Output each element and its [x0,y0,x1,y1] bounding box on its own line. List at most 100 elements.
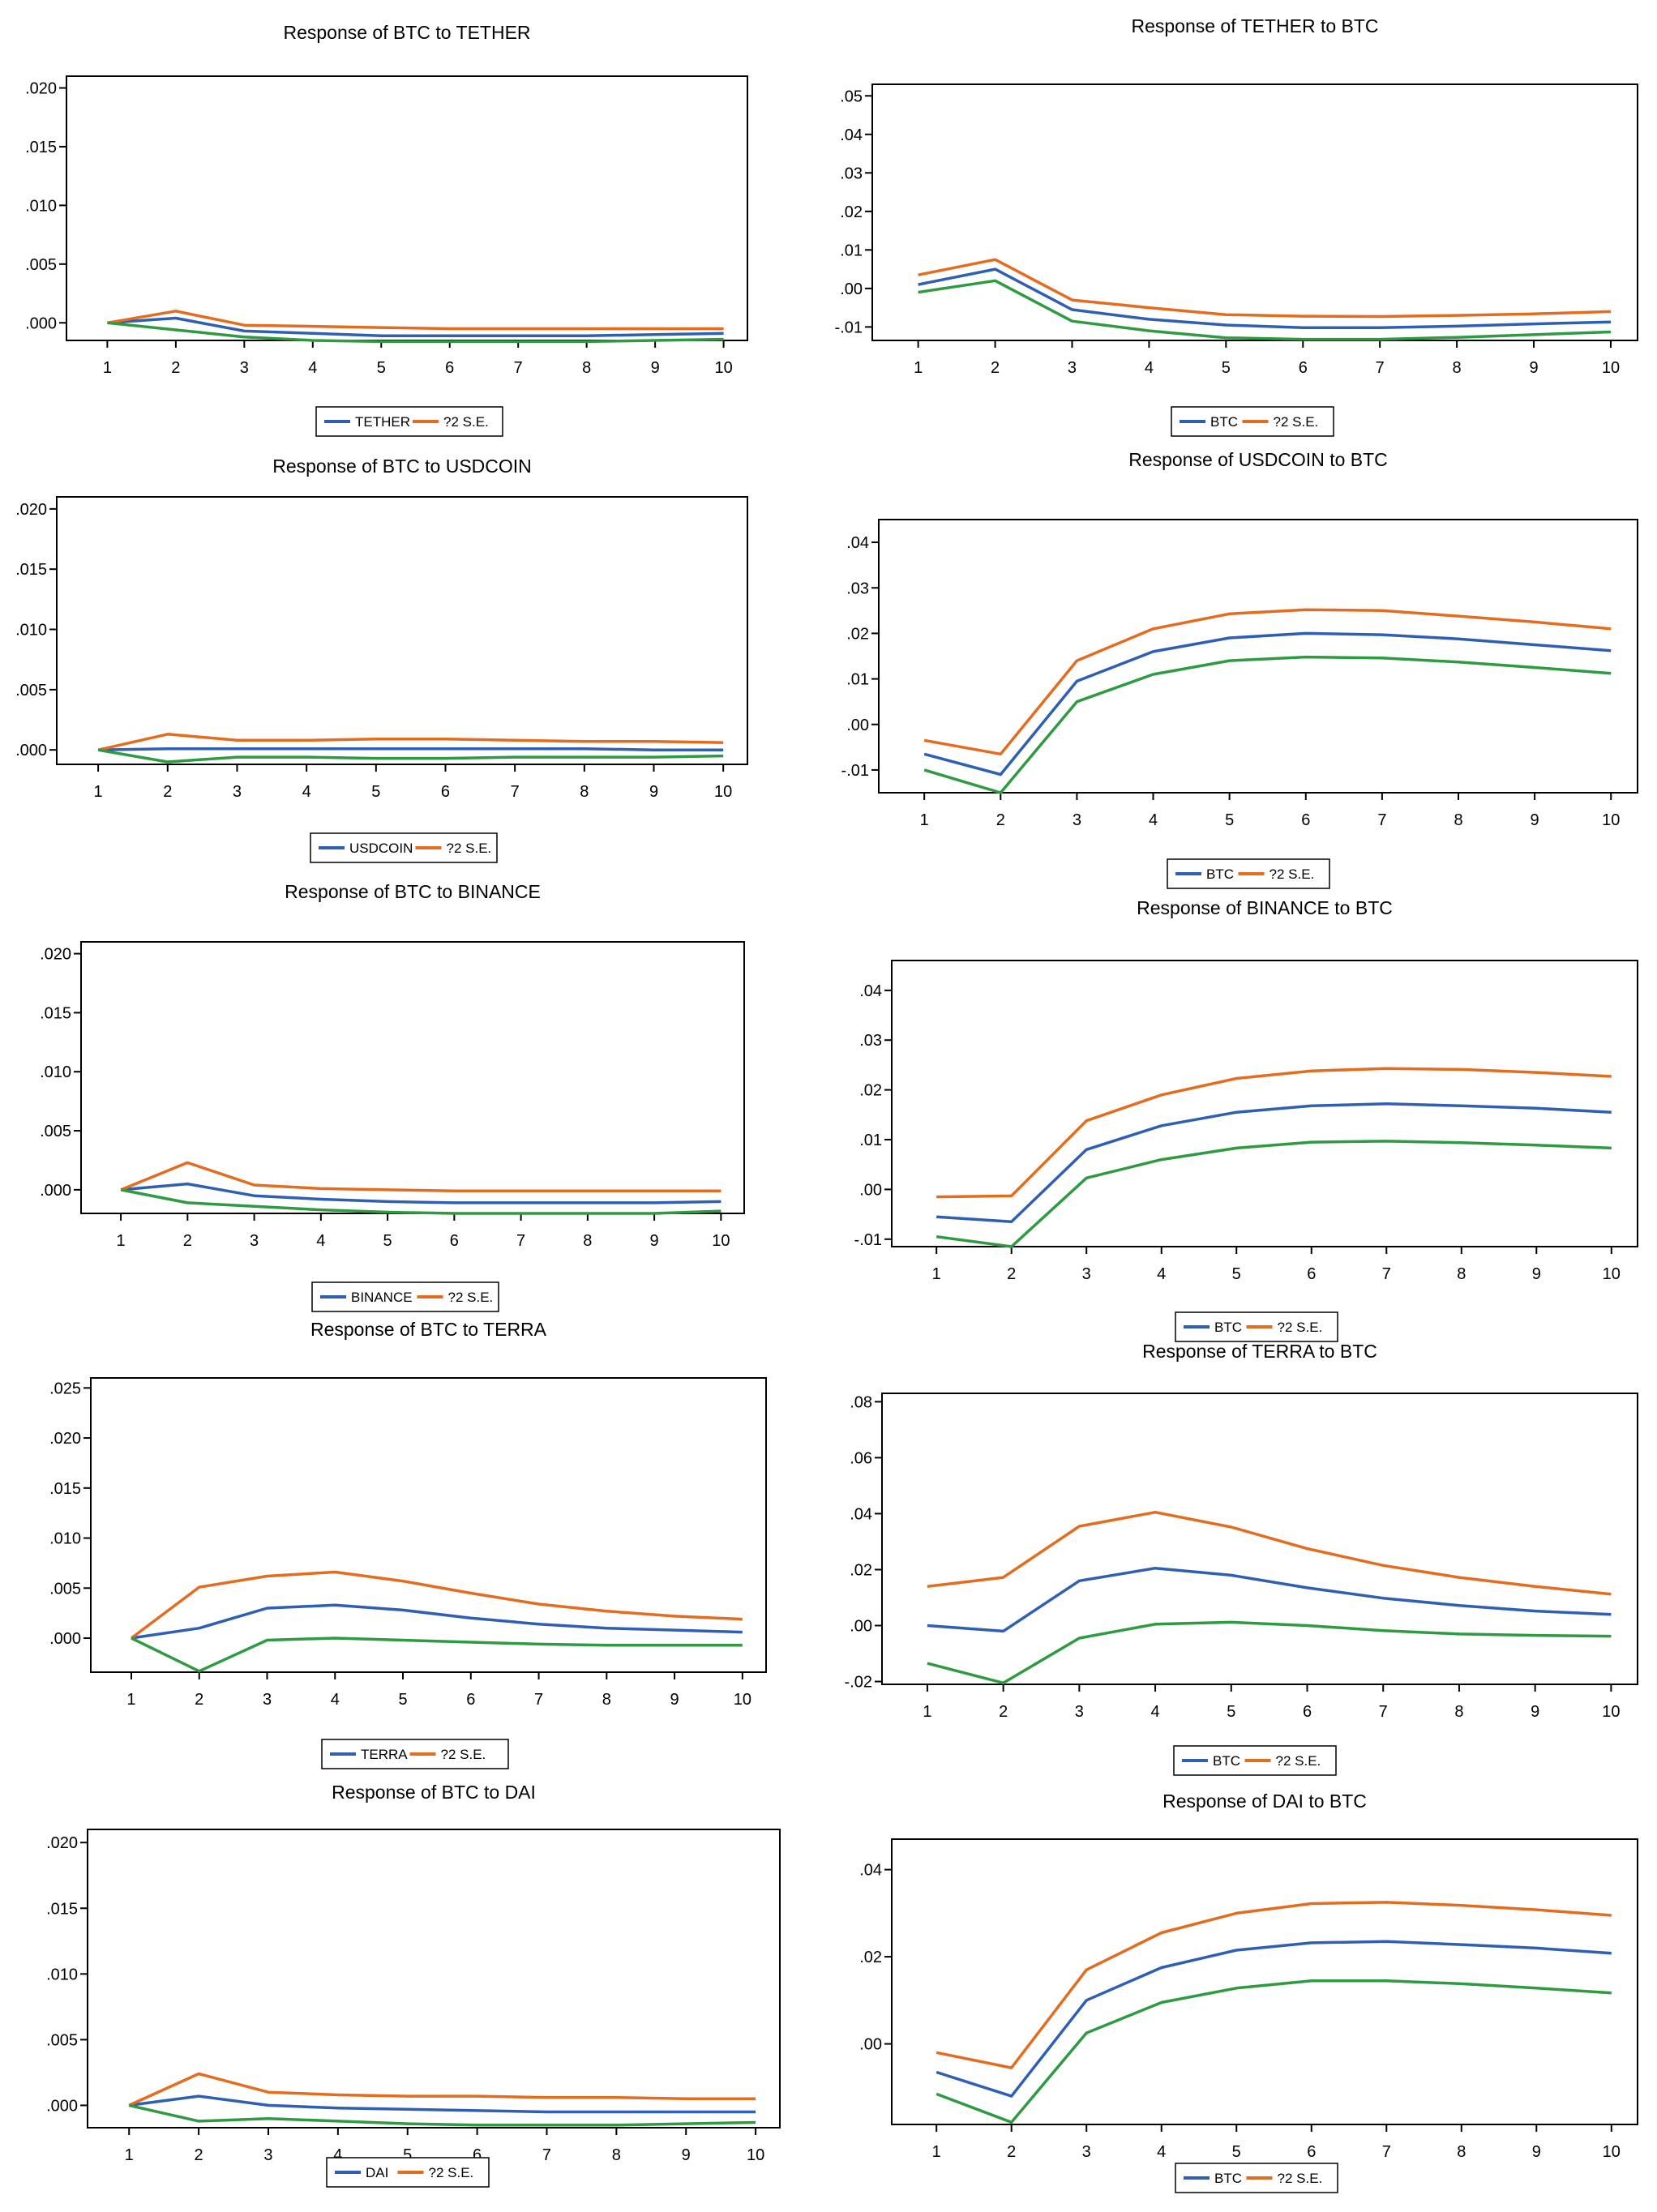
legend-label: BTC [1213,1753,1240,1769]
x-tick-label: 3 [1075,1703,1084,1721]
x-tick-label: 1 [923,1703,931,1721]
series-line-response [120,1182,721,1204]
y-tick-label: .000 [40,1182,71,1200]
series-line-lower [918,279,1612,341]
series-line-lower [131,1637,743,1673]
x-tick-label: 9 [1531,1703,1539,1721]
series-line-response [936,1940,1612,2098]
x-tick-label: 5 [403,2146,412,2164]
plot-frame [66,75,748,341]
x-tick-label: 10 [734,1691,751,1709]
x-tick-label: 2 [195,2146,203,2164]
series-line-upper [923,608,1612,756]
plot-frame [87,1829,781,2129]
legend-label: BTC [1214,1320,1242,1335]
legend-label: ?2 S.E. [1278,1320,1323,1335]
x-tick-label: 7 [542,2146,551,2164]
x-tick-label: 6 [1299,359,1308,377]
y-tick-label: .005 [49,1580,81,1598]
x-tick-label: 4 [316,1232,325,1250]
x-tick-label: 8 [1454,811,1462,829]
legend-label: ?2 S.E. [429,2165,474,2180]
series-line-upper [936,1067,1612,1199]
series-line-response [936,1102,1612,1224]
y-tick-label: .02 [859,1082,882,1100]
y-tick-label: .04 [850,1505,872,1523]
series-line-upper [128,2072,756,2107]
legend: USDCOIN ?2 S.E. [310,832,498,863]
y-tick-label: .005 [40,1123,71,1140]
series-line-response [927,1566,1612,1633]
series-line-upper [927,1510,1612,1596]
x-tick-label: 6 [1307,2143,1316,2161]
y-tick-label: .025 [49,1380,81,1397]
chart-panel-5: Response of BTC to BINANCE .000 .005 .010 .0… [40,881,745,1312]
x-tick-label: 6 [450,1232,459,1250]
x-tick-label: 8 [582,359,591,377]
legend: TETHER ?2 S.E. [315,406,503,437]
x-tick-label: 9 [682,2146,691,2164]
chart-panel-4: Response of USDCOIN to BTC -.01 .00 .01 .02.… [841,449,1638,889]
y-tick-label: .02 [846,625,869,643]
series-line-response [98,747,724,751]
x-tick-label: 7 [516,1232,525,1250]
series-line-lower [120,1188,721,1215]
x-tick-label: 3 [263,2146,272,2164]
legend: BINANCE ?2 S.E. [311,1281,499,1312]
y-tick-label: .020 [49,1430,81,1448]
x-tick-label: 7 [534,1691,543,1709]
legend: DAI ?2 S.E. [326,2157,490,2188]
y-tick-label: .00 [859,2036,882,2054]
x-tick-label: 1 [103,359,112,377]
x-tick-label: 4 [1149,811,1158,829]
x-tick-label: 1 [126,1691,135,1709]
x-tick-label: 3 [1073,811,1081,829]
series-line-response [107,316,724,337]
plot-frame [871,83,1638,341]
y-tick-label: -.02 [845,1674,872,1692]
x-tick-label: 5 [1232,2143,1241,2161]
x-tick-label: 4 [1157,2143,1166,2161]
x-tick-label: 8 [583,1232,592,1250]
plot-frame [878,519,1638,794]
y-tick-label: .010 [15,622,47,640]
x-tick-label: 2 [171,359,180,377]
y-tick-label: .05 [840,88,863,105]
y-tick-label: .015 [46,1900,78,1918]
y-tick-label: .03 [859,1032,882,1050]
series-line-upper [107,310,724,331]
x-tick-label: 2 [1007,1265,1016,1283]
x-tick-label: 2 [195,1691,203,1709]
x-tick-label: 2 [996,811,1005,829]
x-tick-label: 4 [331,1691,340,1709]
legend-label: ?2 S.E. [1276,1753,1321,1769]
series-line-response [131,1603,743,1640]
x-tick-label: 5 [1232,1265,1241,1283]
x-tick-label: 8 [1457,2143,1466,2161]
x-tick-label: 9 [670,1691,679,1709]
y-tick-label: .04 [846,534,869,552]
y-tick-label: .02 [850,1561,872,1579]
legend-label: BTC [1214,2171,1242,2186]
plot-frame [80,941,745,1214]
series-line-lower [936,1140,1612,1248]
y-tick-label: .04 [840,126,863,144]
chart-panel-6: Response of BINANCE to BTC -.01 .00 .01 .02.… [854,897,1638,1342]
chart-title: Response of BTC to DAI [332,1782,536,1803]
series-line-response [923,631,1612,777]
series-line-upper [120,1161,721,1193]
x-tick-label: 10 [714,783,732,801]
y-tick-label: .020 [40,946,71,964]
series-line-lower [927,1620,1612,1685]
y-tick-label: .03 [840,165,863,182]
x-tick-label: 8 [1454,1703,1463,1721]
legend-label: ?2 S.E. [1278,2171,1323,2186]
y-tick-label: .01 [859,1132,882,1149]
x-tick-label: 9 [1532,2143,1541,2161]
x-tick-label: 9 [651,359,660,377]
x-tick-label: 4 [1145,359,1154,377]
x-tick-label: 6 [1301,811,1310,829]
legend: BTC ?2 S.E. [1167,858,1330,889]
x-tick-label: 1 [94,783,103,801]
x-tick-label: 7 [1377,811,1386,829]
